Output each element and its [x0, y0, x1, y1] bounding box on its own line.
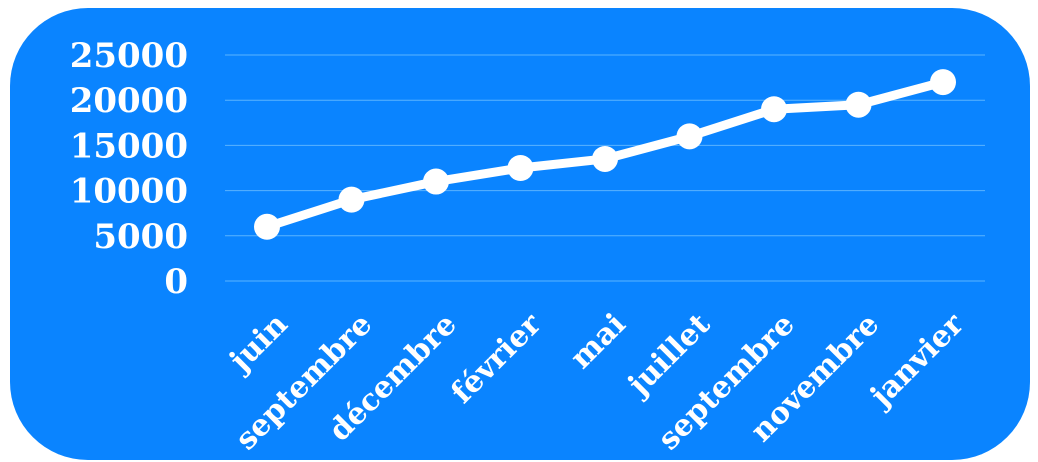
data-points: [254, 69, 956, 240]
data-point-5: [676, 123, 703, 150]
y-tick-label-5: 25000: [70, 36, 188, 76]
data-point-7: [845, 91, 872, 118]
y-tick-label-4: 20000: [70, 81, 188, 121]
data-point-3: [507, 155, 534, 181]
data-point-4: [592, 145, 618, 172]
chart-background: [10, 8, 1030, 460]
data-point-2: [423, 168, 449, 195]
y-tick-label-0: 0: [164, 262, 188, 302]
y-axis-ticks: 0 5000 10000 15000 20000 25000: [70, 36, 188, 302]
y-tick-label-2: 10000: [70, 172, 188, 212]
y-tick-label-1: 5000: [93, 217, 188, 257]
data-point-0: [254, 213, 280, 240]
data-point-6: [761, 96, 787, 123]
y-tick-label-3: 15000: [70, 126, 188, 166]
chart-panel: 0 5000 10000 15000 20000 25000 juin septembre d…: [10, 8, 1030, 460]
data-point-8: [930, 69, 956, 96]
data-point-1: [338, 186, 365, 213]
